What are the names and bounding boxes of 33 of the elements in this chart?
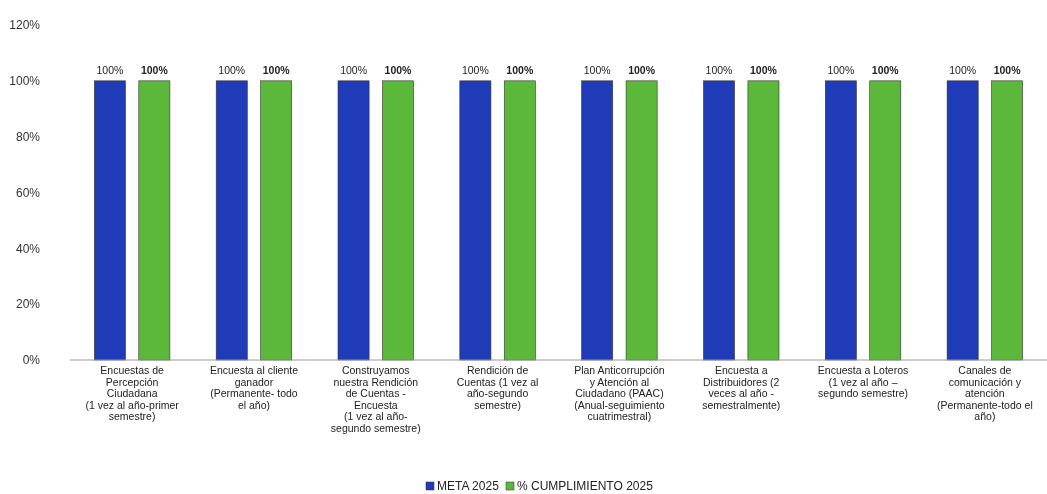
x-tick-label: Encuesta a Distribuidores (2 veces al año - semestralmente): [702, 364, 781, 411]
data-label: 100%: [871, 63, 900, 76]
data-label: 100%: [218, 63, 246, 76]
data-label: 100%: [461, 63, 489, 76]
data-label: 100%: [949, 63, 977, 76]
y-tick-label: 0%: [22, 353, 41, 368]
data-label: 100%: [262, 63, 291, 76]
x-tick-label: Rendición de Cuentas (1 vez al año-segundo semestre): [456, 364, 539, 411]
x-tick-label: Plan Anticorrupción y Atención al Ciudadano (PAAC) (Anual-seguimiento cuatrimestral): [574, 364, 665, 422]
data-label: 100%: [583, 63, 611, 76]
data-label: 100%: [506, 63, 534, 76]
y-tick-label: 100%: [9, 74, 41, 89]
data-label: 100%: [340, 63, 367, 76]
y-tick-label: 20%: [15, 297, 41, 312]
data-label: 100%: [827, 63, 855, 76]
data-label: 100%: [628, 63, 656, 76]
data-label: 100%: [993, 63, 1022, 76]
legend-label: % CUMPLIMIENTO 2025: [517, 479, 654, 493]
data-label: 100%: [96, 63, 124, 76]
x-tick-label: Encuestas de Percepción Ciudadana (1 vez al año-primer semestre): [85, 364, 180, 422]
x-tick-label: Canales de comunicación y atención (Permanente-todo el año): [937, 364, 1033, 422]
data-label: 100%: [140, 63, 169, 76]
legend-label: META 2025: [437, 479, 500, 493]
data-label: 100%: [750, 63, 778, 76]
y-tick-label: 80%: [15, 129, 41, 144]
x-tick-label: Encuesta al cliente ganador (Permanente- todo el año): [209, 364, 299, 411]
x-tick-label: Encuesta a Loteros (1 vez al año – segundo semestre): [817, 364, 909, 399]
data-label: 100%: [384, 63, 413, 76]
y-tick-label: 60%: [15, 185, 41, 200]
data-label: 100%: [705, 63, 733, 76]
y-tick-label: 40%: [15, 241, 41, 256]
y-tick-label: 120%: [9, 18, 41, 33]
x-tick-label: Construyamos nuestra Rendición de Cuentas - Encuesta (1 vez al año- segundo semestre): [330, 364, 421, 434]
